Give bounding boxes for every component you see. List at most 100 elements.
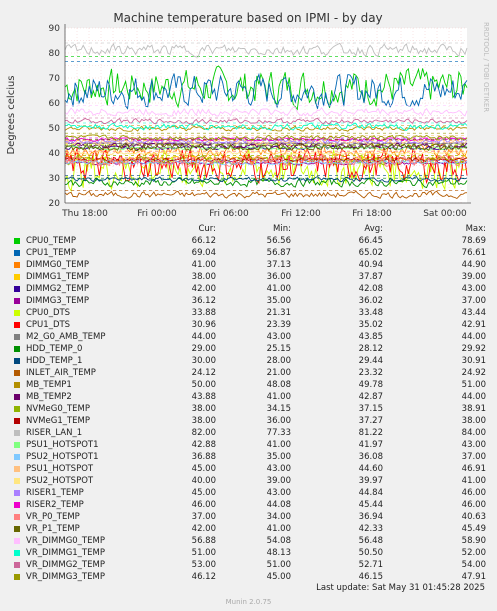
legend-min-value: 21.31 xyxy=(266,308,291,318)
legend-series-name: DIMMG0_TEMP xyxy=(26,260,89,270)
legend-avg-value: 42.33 xyxy=(358,524,383,534)
legend-swatch xyxy=(14,406,20,412)
legend-cur-value: 50.00 xyxy=(191,380,216,390)
legend-cur-value: 33.88 xyxy=(191,308,216,318)
legend-row: VR_DIMMG2_TEMP 53.00 51.00 52.71 54.00 xyxy=(14,559,486,571)
legend-swatch xyxy=(14,466,20,472)
legend-max-value: 43.44 xyxy=(461,308,486,318)
legend-row: M2_G0_AMB_TEMP 44.00 43.00 43.85 44.00 xyxy=(14,331,486,343)
legend-max-value: 76.61 xyxy=(461,248,486,258)
legend-swatch xyxy=(14,298,20,304)
legend-row: PSU1_HOTSPOT1 42.88 41.00 41.97 43.00 xyxy=(14,439,486,451)
legend-avg-value: 49.78 xyxy=(358,380,383,390)
legend-series-name: VR_DIMMG0_TEMP xyxy=(26,536,105,546)
x-tick-label: Fri 18:00 xyxy=(352,209,392,219)
legend-series-name: NVMeG1_TEMP xyxy=(26,416,91,426)
legend-min-value: 44.08 xyxy=(266,500,291,510)
legend-row: VR_DIMMG0_TEMP 56.88 54.08 56.48 58.90 xyxy=(14,535,486,547)
legend-swatch xyxy=(14,454,20,460)
x-tick-label: Fri 00:00 xyxy=(137,209,177,219)
munin-version: Munin 2.0.75 xyxy=(225,598,272,606)
legend-series-name: VR_P0_TEMP xyxy=(26,512,80,522)
legend-avg-value: 41.97 xyxy=(358,440,383,450)
legend-min-value: 48.08 xyxy=(266,380,291,390)
legend-cur-value: 40.00 xyxy=(191,476,216,486)
legend-series-name: RISER2_TEMP xyxy=(26,500,84,510)
legend-avg-value: 33.48 xyxy=(358,308,383,318)
legend-avg-value: 39.97 xyxy=(358,476,383,486)
legend-min-value: 43.00 xyxy=(266,464,291,474)
legend-series-name: PSU1_HOTSPOT xyxy=(26,464,94,474)
legend-max-value: 41.00 xyxy=(461,476,486,486)
legend-cur-value: 37.00 xyxy=(191,512,216,522)
legend-swatch xyxy=(14,334,20,340)
legend-cur-value: 82.00 xyxy=(191,428,216,438)
legend-header: Cur: Min: Avg: Max: xyxy=(14,223,486,235)
legend-swatch xyxy=(14,394,20,400)
legend-series-name: DIMMG3_TEMP xyxy=(26,296,89,306)
legend-min-value: 39.00 xyxy=(266,476,291,486)
legend-cur-value: 43.88 xyxy=(191,392,216,402)
legend-swatch xyxy=(14,442,20,448)
legend-min-value: 48.13 xyxy=(266,548,291,558)
x-tick-label: Fri 06:00 xyxy=(209,209,249,219)
legend-row: RISER_LAN_1 82.00 77.33 81.22 84.00 xyxy=(14,427,486,439)
legend-swatch xyxy=(14,514,20,520)
x-tick-label: Thu 18:00 xyxy=(61,209,108,219)
legend-series-name: M2_G0_AMB_TEMP xyxy=(26,332,106,342)
legend-avg-value: 37.87 xyxy=(358,272,383,282)
legend-avg-value: 37.15 xyxy=(358,404,383,414)
legend-avg-value: 43.85 xyxy=(358,332,383,342)
series-line xyxy=(64,72,468,110)
legend-max-value: 46.91 xyxy=(461,464,486,474)
legend-row: CPU0_DTS 33.88 21.31 33.48 43.44 xyxy=(14,307,486,319)
legend-row: CPU1_TEMP 69.04 56.87 65.02 76.61 xyxy=(14,247,486,259)
legend-max-value: 37.00 xyxy=(461,452,486,462)
series-line xyxy=(64,122,468,131)
legend-cur-value: 36.88 xyxy=(191,452,216,462)
series-line xyxy=(64,117,468,125)
legend-series-name: INLET_AIR_TEMP xyxy=(26,368,96,378)
legend-swatch xyxy=(14,322,20,328)
legend-swatch xyxy=(14,370,20,376)
legend-max-value: 44.90 xyxy=(461,260,486,270)
legend-min-value: 41.00 xyxy=(266,440,291,450)
legend-row: NVMeG0_TEMP 38.00 34.15 37.15 38.91 xyxy=(14,403,486,415)
legend-max-value: 30.91 xyxy=(461,356,486,366)
legend-min-value: 25.15 xyxy=(266,344,291,354)
legend-avg-value: 42.08 xyxy=(358,284,383,294)
x-tick-label: Sat 00:00 xyxy=(423,209,467,219)
legend-series-name: RISER1_TEMP xyxy=(26,488,84,498)
legend-min-value: 35.00 xyxy=(266,452,291,462)
legend-min-value: 41.00 xyxy=(266,284,291,294)
legend-row: PSU2_HOTSPOT 40.00 39.00 39.97 41.00 xyxy=(14,475,486,487)
legend-row: VR_P1_TEMP 42.00 41.00 42.33 45.49 xyxy=(14,523,486,535)
legend-min-value: 21.00 xyxy=(266,368,291,378)
legend-row: RISER1_TEMP 45.00 43.00 44.84 46.00 xyxy=(14,487,486,499)
legend-min-value: 23.39 xyxy=(266,320,291,330)
rrdtool-credit: RRDTOOL / TOBI OETIKER xyxy=(482,22,490,112)
legend-max-value: 52.00 xyxy=(461,548,486,558)
legend-cur-value: 41.00 xyxy=(191,260,216,270)
legend-cur-value: 29.00 xyxy=(191,344,216,354)
legend-cur-value: 36.12 xyxy=(191,296,216,306)
y-tick-label: 80 xyxy=(49,49,61,59)
legend-cur-value: 46.00 xyxy=(191,500,216,510)
legend-cur-value: 24.12 xyxy=(191,368,216,378)
legend-series-name: RISER_LAN_1 xyxy=(26,428,83,438)
legend-avg-value: 36.02 xyxy=(358,296,383,306)
legend-avg-value: 44.84 xyxy=(358,488,383,498)
legend-swatch xyxy=(14,562,20,568)
legend-avg-value: 56.48 xyxy=(358,536,383,546)
legend-series-name: VR_DIMMG3_TEMP xyxy=(26,572,105,582)
legend-row: VR_DIMMG3_TEMP 46.12 45.00 46.15 47.91 xyxy=(14,571,486,583)
legend-row: DIMMG2_TEMP 42.00 41.00 42.08 43.00 xyxy=(14,283,486,295)
legend-row: DIMMG3_TEMP 36.12 35.00 36.02 37.00 xyxy=(14,295,486,307)
legend-min-value: 41.00 xyxy=(266,524,291,534)
legend-series-name: DIMMG1_TEMP xyxy=(26,272,89,282)
legend-min-value: 36.00 xyxy=(266,272,291,282)
legend-max-value: 38.00 xyxy=(461,416,486,426)
legend-max-value: 42.91 xyxy=(461,320,486,330)
legend-swatch xyxy=(14,274,20,280)
series-line xyxy=(64,134,468,141)
